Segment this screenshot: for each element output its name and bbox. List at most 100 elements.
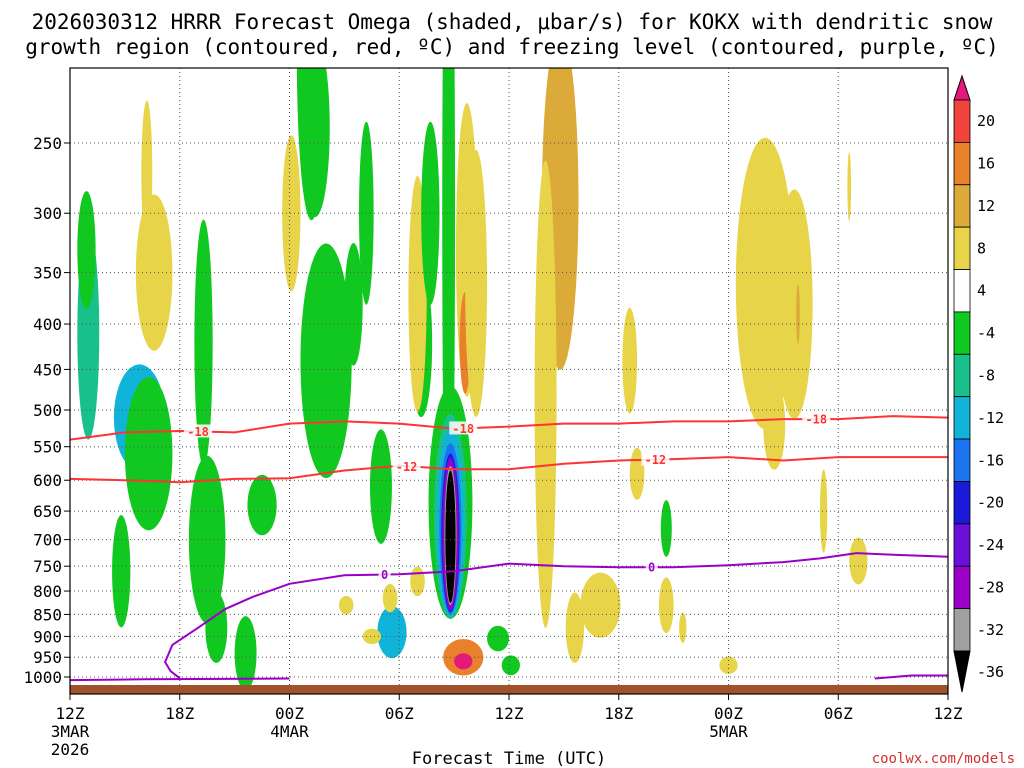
colorbar-bin-1: [953, 141, 971, 186]
y-tick-label-1000: 1000: [23, 668, 62, 687]
omega-region-24: [410, 566, 425, 597]
gridlines: [70, 68, 948, 685]
y-tick-label-750: 750: [33, 557, 62, 576]
omega-region-19: [377, 606, 407, 659]
omega-region-15: [300, 68, 330, 218]
colorbar-bin-9: [953, 481, 971, 525]
freezing-level-contour: [163, 552, 948, 679]
colorbar-label-0: 20: [977, 112, 995, 130]
y-tick-label-500: 500: [33, 401, 62, 420]
y-tick-label-450: 450: [33, 360, 62, 379]
y-tick-label-950: 950: [33, 648, 62, 667]
y-tick-label-550: 550: [33, 438, 62, 457]
colorbar-bin-2: [953, 184, 971, 228]
x-tick-label-5: 18Z: [604, 704, 633, 723]
freezing-level-contour-label-0: 0: [381, 568, 388, 582]
omega-region-11: [247, 474, 277, 536]
dgz-minus18-contour-label-2: -18: [805, 413, 827, 427]
y-tick-label-700: 700: [33, 531, 62, 550]
dgz-minus18-contour: [70, 415, 948, 441]
omega-region-10: [234, 616, 257, 691]
omega-region-7: [194, 219, 213, 467]
y-tick-label-400: 400: [33, 315, 62, 334]
dgz-minus18-contour-label-1: -18: [452, 422, 474, 436]
colorbar-top-arrow: [953, 74, 971, 101]
y-tick-label-250: 250: [33, 134, 62, 153]
y-axis-pressure: 250 300 350 400 450 500 550 600 650 700 750 800 850 9…: [23, 134, 70, 687]
freezing-level-contour-label-bg-0: [378, 567, 391, 581]
colorbar-label-6: -8: [977, 367, 995, 385]
omega-region-45: [776, 189, 813, 420]
y-tick-label-800: 800: [33, 582, 62, 601]
omega-region-18: [369, 429, 392, 544]
x-tick-label-8: 12Z: [934, 704, 963, 723]
surface-freezing-trace: [70, 674, 948, 682]
colorbar-label-8: -16: [977, 451, 1004, 469]
x-tick-label-0: 12Z: [56, 704, 85, 723]
x-tick-label-4: 12Z: [495, 704, 524, 723]
colorbar-bin-0: [953, 99, 971, 143]
omega-region-46: [796, 284, 800, 344]
y-tick-label-900: 900: [33, 627, 62, 646]
dgz-minus12-contour: [70, 456, 948, 484]
omega-region-50: [849, 537, 868, 585]
colorbar-bin-12: [953, 608, 971, 652]
omega-region-8: [188, 455, 226, 624]
omega-region-33: [501, 655, 520, 676]
updraft-core-ring-8: [445, 470, 456, 603]
colorbar-label-1: 16: [977, 155, 995, 173]
x-tick-date-0: 3MAR: [51, 722, 90, 741]
colorbar-bin-3: [953, 226, 971, 270]
y-tick-label-850: 850: [33, 605, 62, 624]
omega-region-48: [819, 469, 828, 553]
chart-title-line2: growth region (contoured, red, ºC) and f…: [25, 35, 999, 59]
x-tick-date-2: 4MAR: [270, 722, 309, 741]
x-tick-label-6: 00Z: [714, 704, 743, 723]
y-tick-label-300: 300: [33, 204, 62, 223]
omega-region-31: [454, 653, 473, 670]
omega-region-23: [382, 584, 398, 613]
omega-region-36: [565, 592, 584, 663]
credit-text: coolwx.com/models: [872, 751, 1015, 767]
omega-region-43: [719, 656, 738, 675]
omega-region-39: [622, 307, 638, 414]
omega-region-16: [344, 242, 363, 366]
omega-region-41: [658, 577, 674, 634]
omega-region-47: [763, 380, 786, 470]
omega-region-12: [282, 135, 301, 292]
omega-region-4: [112, 515, 131, 628]
contour-layer: -12 -12 -18 -18 -18 0 0: [70, 412, 948, 682]
colorbar-bin-7: [953, 396, 971, 440]
colorbar-bin-6: [953, 353, 971, 398]
omega-region-40: [660, 500, 672, 557]
omega-region-29: [465, 149, 488, 417]
colorbar-label-3: 8: [977, 239, 986, 257]
colorbar-bin-11: [953, 565, 971, 610]
colorbar-label-5: -4: [977, 324, 995, 342]
x-tick-label-7: 06Z: [824, 704, 853, 723]
dgz-minus12-contour-label-1: -12: [644, 453, 666, 467]
omega-region-49: [847, 152, 852, 222]
omega-shading-layer: [77, 68, 868, 691]
omega-region-3: [124, 376, 173, 531]
dgz-minus12-contour-label-bg-0: [392, 459, 421, 473]
x-tick-label-3: 06Z: [385, 704, 414, 723]
dgz-minus18-contour-label-0: -18: [187, 425, 209, 439]
omega-region-9: [205, 592, 228, 663]
freezing-level-contour-label-bg-1: [645, 560, 658, 574]
x-tick-label-2: 00Z: [275, 704, 304, 723]
colorbar-bin-4: [953, 269, 971, 313]
omega-region-6: [141, 100, 153, 245]
colorbar-label-13: -36: [977, 663, 1004, 681]
omega-region-1: [77, 191, 96, 309]
colorbar-label-4: 4: [977, 282, 986, 300]
y-tick-label-650: 650: [33, 502, 62, 521]
omega-region-35: [534, 160, 557, 628]
freezing-level-contour-label-1: 0: [648, 561, 655, 575]
dgz-minus18-contour-label-bg-1: [449, 421, 478, 435]
omega-region-14: [300, 243, 352, 479]
omega-region-37: [580, 572, 621, 638]
colorbar-label-12: -32: [977, 621, 1004, 639]
